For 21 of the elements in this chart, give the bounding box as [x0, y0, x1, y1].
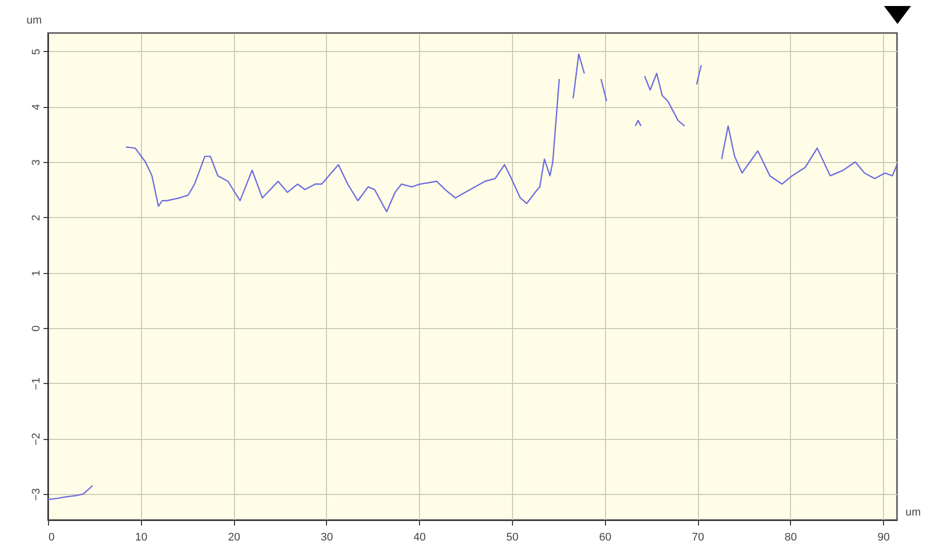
y-tick-label: −2: [30, 432, 42, 446]
y-tick-label: 0: [30, 325, 42, 332]
x-tick-label: 20: [228, 532, 240, 544]
x-tick-label: 70: [692, 532, 704, 544]
x-tick-label: 10: [135, 532, 148, 544]
x-tick-label: 90: [877, 532, 890, 544]
x-tick-label: 60: [599, 532, 612, 544]
x-tick-label: 30: [320, 532, 333, 544]
x-tick-label: 0: [48, 532, 55, 544]
x-tick-label: 80: [784, 532, 797, 544]
y-tick-label: 1: [30, 270, 42, 276]
y-tick-label: −1: [30, 378, 42, 390]
x-tick-label: 50: [506, 532, 519, 544]
y-tick-label: 2: [30, 214, 42, 221]
y-tick-label: −3: [30, 488, 42, 501]
x-axis-title: um: [906, 506, 921, 518]
x-tick-label: 40: [414, 532, 426, 544]
y-tick-label: 3: [30, 159, 42, 166]
y-axis-title: um: [26, 14, 42, 26]
y-tick-label: 4: [30, 104, 42, 110]
y-tick-label: 5: [30, 48, 42, 55]
